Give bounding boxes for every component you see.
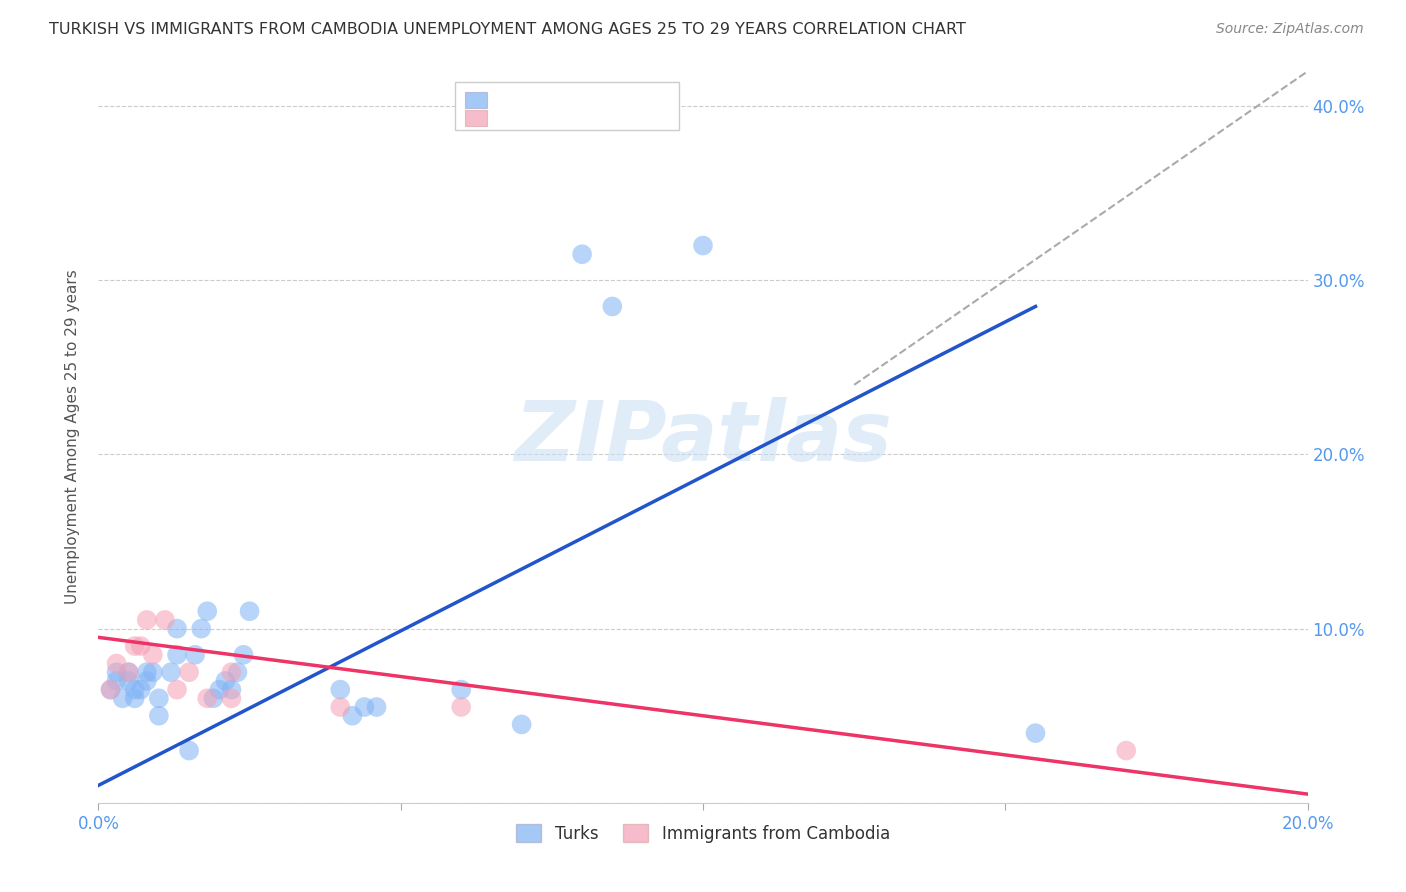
Point bbox=[510, 717, 533, 731]
FancyBboxPatch shape bbox=[456, 82, 679, 130]
Text: N =: N = bbox=[592, 110, 628, 128]
Point bbox=[195, 691, 218, 706]
Point bbox=[129, 639, 152, 653]
Point bbox=[353, 700, 375, 714]
Point bbox=[124, 682, 146, 697]
Point bbox=[148, 708, 170, 723]
Point bbox=[692, 238, 714, 252]
Point bbox=[190, 622, 212, 636]
Point bbox=[1024, 726, 1046, 740]
Point bbox=[160, 665, 183, 680]
Text: -0.528: -0.528 bbox=[526, 110, 578, 128]
Point bbox=[602, 300, 624, 314]
Point bbox=[179, 665, 201, 680]
Y-axis label: Unemployment Among Ages 25 to 29 years: Unemployment Among Ages 25 to 29 years bbox=[65, 269, 80, 605]
Point bbox=[226, 665, 249, 680]
Point bbox=[142, 648, 165, 662]
Point bbox=[214, 673, 236, 688]
Point bbox=[329, 682, 352, 697]
Text: R =: R = bbox=[494, 110, 530, 128]
Point bbox=[166, 648, 188, 662]
Point bbox=[208, 682, 231, 697]
Point bbox=[221, 691, 243, 706]
FancyBboxPatch shape bbox=[465, 110, 486, 126]
Text: Source: ZipAtlas.com: Source: ZipAtlas.com bbox=[1216, 22, 1364, 37]
Point bbox=[166, 682, 188, 697]
Point bbox=[166, 622, 188, 636]
Text: 0.630: 0.630 bbox=[526, 91, 572, 109]
Text: R =: R = bbox=[494, 91, 530, 109]
Point bbox=[105, 657, 128, 671]
Point bbox=[124, 691, 146, 706]
Legend: Turks, Immigrants from Cambodia: Turks, Immigrants from Cambodia bbox=[509, 818, 897, 849]
Point bbox=[329, 700, 352, 714]
Text: ZIPatlas: ZIPatlas bbox=[515, 397, 891, 477]
Point bbox=[450, 682, 472, 697]
Point bbox=[195, 604, 218, 618]
Point bbox=[118, 665, 141, 680]
Point bbox=[118, 665, 141, 680]
Point bbox=[100, 682, 122, 697]
Point bbox=[142, 665, 165, 680]
Point bbox=[1115, 743, 1137, 757]
Point bbox=[221, 665, 243, 680]
Point bbox=[450, 700, 472, 714]
Text: 16: 16 bbox=[624, 110, 645, 128]
Point bbox=[118, 673, 141, 688]
Point bbox=[202, 691, 225, 706]
Point bbox=[239, 604, 262, 618]
Point bbox=[105, 665, 128, 680]
Point bbox=[153, 613, 176, 627]
Point bbox=[111, 691, 134, 706]
Point bbox=[179, 743, 201, 757]
Point bbox=[366, 700, 388, 714]
Point bbox=[124, 639, 146, 653]
Point bbox=[148, 691, 170, 706]
Text: 33: 33 bbox=[624, 91, 645, 109]
Point bbox=[135, 673, 157, 688]
FancyBboxPatch shape bbox=[465, 92, 486, 108]
Point bbox=[129, 682, 152, 697]
Point bbox=[100, 682, 122, 697]
Point bbox=[135, 665, 157, 680]
Point bbox=[221, 682, 243, 697]
Point bbox=[342, 708, 364, 723]
Text: TURKISH VS IMMIGRANTS FROM CAMBODIA UNEMPLOYMENT AMONG AGES 25 TO 29 YEARS CORRE: TURKISH VS IMMIGRANTS FROM CAMBODIA UNEM… bbox=[49, 22, 966, 37]
Point bbox=[184, 648, 207, 662]
Point bbox=[105, 673, 128, 688]
Point bbox=[135, 613, 157, 627]
Text: N =: N = bbox=[592, 91, 628, 109]
Point bbox=[232, 648, 254, 662]
Point bbox=[571, 247, 593, 261]
